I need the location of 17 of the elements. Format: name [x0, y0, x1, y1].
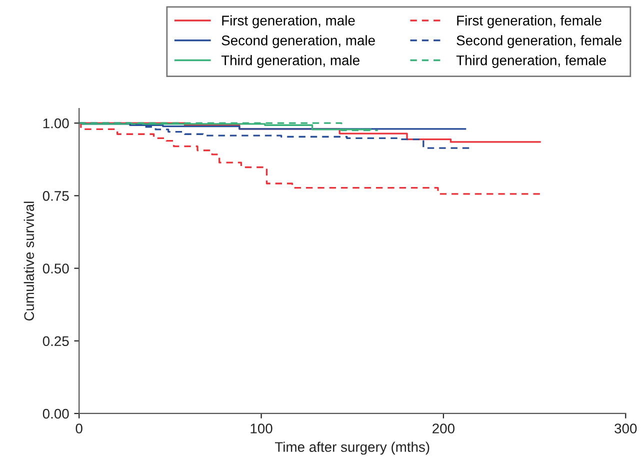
legend-label: Second generation, male [222, 35, 375, 48]
x-tick-label: 200 [432, 424, 454, 434]
y-tick-label: 1.00 [43, 118, 69, 128]
y-tick-label: 0.00 [42, 408, 69, 419]
x-tick-label: 0 [76, 424, 82, 434]
x-tick-label: 100 [250, 424, 272, 434]
y-tick-label: 0.75 [42, 191, 69, 201]
legend-label: Second generation, female [456, 35, 622, 48]
x-tick-label: 300 [614, 424, 637, 434]
legend-label: First generation, female [457, 15, 602, 28]
x-axis-title: Time after surgery (mths) [274, 442, 430, 455]
y-tick-label: 0.50 [42, 264, 69, 274]
legend-label: Third generation, male [221, 55, 360, 68]
y-axis-title: Cumulative survival [24, 202, 34, 321]
legend-label: Third generation, female [456, 55, 606, 68]
y-tick-label: 0.25 [42, 336, 69, 346]
legend-label: First generation, male [222, 15, 355, 28]
